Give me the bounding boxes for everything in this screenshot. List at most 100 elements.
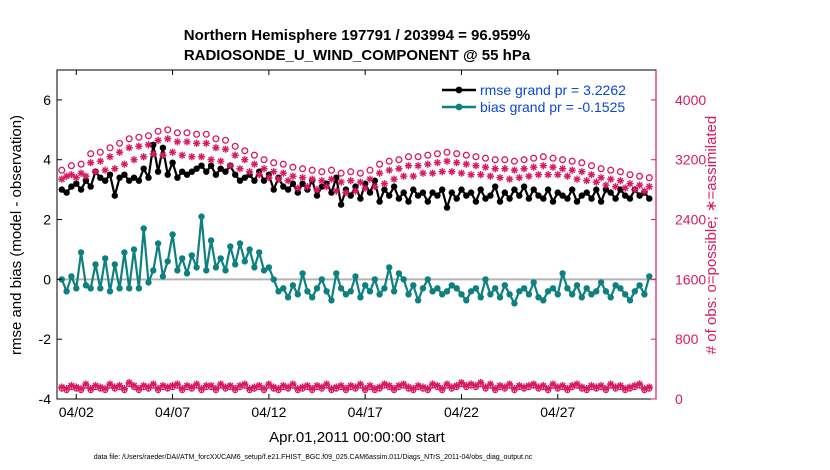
bias-point [145,279,152,286]
obs-bottom-assimilated-point [207,381,215,390]
rmse-point [371,177,378,184]
bias-point [390,288,398,295]
x-axis: 04/02 04/07 04/12 04/17 04/22 04/27 [59,70,575,420]
obs-assimilated-point [342,189,350,197]
obs-assimilated-point-stroke [318,177,325,184]
obs-assimilated-point [236,165,244,173]
obs-assimilated-point-stroke [159,152,167,159]
obs-possible-point [414,153,422,161]
bias-point [525,291,533,298]
obs-assimilated-point [453,159,461,167]
rmse-point [607,189,614,196]
obs-assimilated-point [159,151,167,159]
bias-point [68,273,75,280]
bias-point [434,285,441,292]
obs-assimilated-point-stroke [150,150,157,157]
bias-point [520,285,528,292]
obs-bottom-assimilated-point [400,380,408,388]
obs-assimilated-point-stroke [583,177,590,184]
obs-assimilated-point [414,162,422,170]
obs-possible-point [87,150,95,158]
obs-assimilated-point [462,160,470,168]
rmse-point [289,180,297,187]
obs-assimilated-point-stroke [183,138,191,145]
obs-assimilated-point-stroke [540,162,547,169]
bias-point [203,267,210,274]
bias-point [207,237,215,244]
obs-assimilated-point [178,151,186,159]
obs-possible-point [173,129,181,137]
obs-bottom-assimilated-point-stroke [140,382,147,389]
bias-point [159,273,167,280]
bias-point [636,282,643,289]
obs-possible-point [481,154,490,162]
rmse-point [130,174,138,181]
bias-point [482,276,489,283]
x-tick-label: 04/27 [540,404,575,420]
obs-possible-point [327,166,336,174]
obs-assimilated-point-stroke [607,176,614,183]
obs-bottom-assimilated-point-stroke [415,382,422,389]
obs-assimilated-point [101,166,109,174]
obs-possible-point [616,168,624,176]
rmse-point [188,168,195,175]
bias-point [309,294,316,301]
obs-assimilated-point-stroke [121,161,128,168]
bias-point [140,225,147,232]
rmse-point [198,162,205,169]
rmse-point [212,171,220,178]
y-axis-right: 0 800 1600 2400 3200 4000 [651,92,706,407]
obs-bottom-assimilated-point-stroke [588,382,595,389]
rmse-point [347,192,354,199]
bias-point [626,297,634,304]
obs-bottom-assimilated-point-stroke [400,380,407,388]
obs-assimilated-point-stroke [376,170,383,177]
plot-area [57,70,656,399]
bias-point [458,291,465,298]
bias-point [424,276,431,283]
obs-assimilated-point-stroke [405,162,412,169]
obs-assimilated-point-stroke [357,179,364,186]
rmse-point [636,192,643,199]
obs-assimilated-point [428,169,437,177]
bias-point [150,267,157,274]
obs-bottom-assimilated-point-stroke [419,383,427,391]
rmse-point [251,177,258,184]
bias-point [130,246,138,253]
obs-assimilated-point [438,168,446,176]
obs-assimilated-point-stroke [598,174,605,181]
obs-possible-point [443,148,451,156]
obs-bottom-assimilated-point [477,378,485,387]
obs-bottom-assimilated-point-stroke [265,380,272,388]
bias-point [270,276,277,283]
bias-point [126,285,133,292]
obs-assimilated-point-stroke [222,146,229,153]
obs-assimilated-point [380,180,389,188]
rmse-point [506,195,513,202]
obs-assimilated-point-stroke [97,158,104,165]
obs-assimilated-point-stroke [477,171,484,178]
obs-possible-point [462,151,470,159]
obs-possible-point [607,166,615,174]
obs-bottom-assimilated-point-stroke [121,385,128,392]
obs-possible-point [549,154,557,162]
obs-assimilated-point [173,138,181,146]
rmse-point [578,192,585,199]
rmse-point [150,141,157,148]
obs-bottom-assimilated-point-stroke [540,382,547,389]
obs-assimilated-point [67,171,76,179]
obs-bottom-assimilated-point-stroke [73,383,80,391]
obs-assimilated-point [265,174,273,182]
bias-point [583,285,590,292]
bias-point [222,267,229,274]
obs-bottom-assimilated-point-stroke [256,382,263,389]
obs-assimilated-point-stroke [333,188,340,195]
y-right-tick-label: 3200 [675,152,706,168]
obs-assimilated-point [96,157,104,165]
obs-assimilated-point-stroke [646,183,653,190]
obs-assimilated-point [106,153,114,161]
bias-point [241,258,248,265]
obs-assimilated-point [592,178,600,186]
bias-point [453,285,460,292]
obs-bottom-assimilated-point-stroke [598,382,605,389]
